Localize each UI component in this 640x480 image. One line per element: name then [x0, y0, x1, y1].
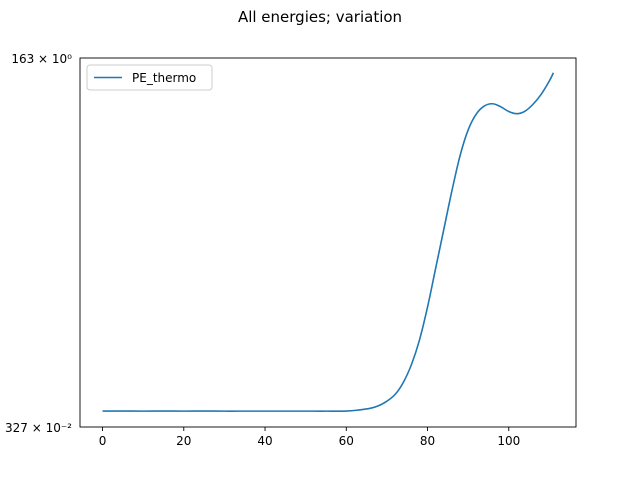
x-tick-label: 0 [99, 434, 107, 448]
legend-label-pe-thermo: PE_thermo [132, 71, 196, 85]
legend-box [86, 64, 213, 91]
axes-frame [79, 57, 577, 428]
x-tick-label: 80 [420, 434, 435, 448]
x-axis-ticks: 0 20 40 60 80 100 [99, 427, 520, 448]
series-layer [102, 72, 555, 412]
x-tick-label: 20 [176, 434, 191, 448]
y-tick-label-bottom: 327 × 10⁻² [5, 421, 72, 435]
x-tick-label: 100 [497, 434, 520, 448]
x-tick-label: 60 [339, 434, 354, 448]
y-tick-label-top: 163 × 10⁰ [11, 52, 72, 66]
legend: PE_thermo [86, 64, 213, 91]
plot-area [80, 58, 576, 427]
chart-title: All energies; variation [238, 8, 402, 26]
series-line-pe-thermo [102, 72, 555, 412]
x-tick-label: 40 [257, 434, 272, 448]
